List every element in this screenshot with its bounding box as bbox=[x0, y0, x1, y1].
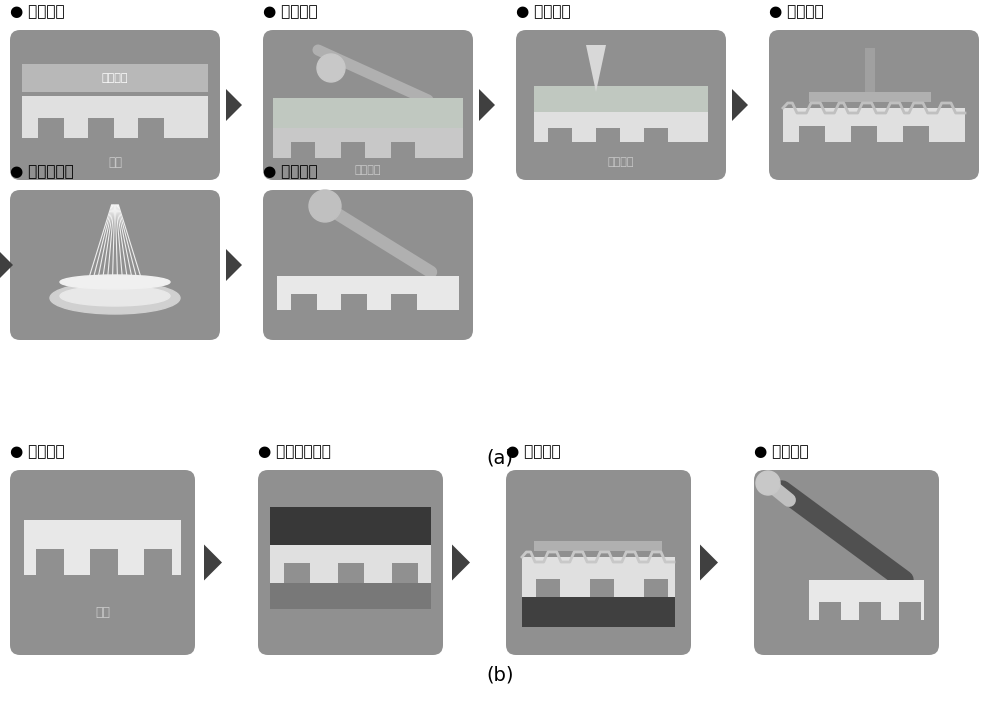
Bar bbox=[22, 64, 208, 92]
Bar bbox=[903, 126, 929, 142]
Text: ● 圆形切割: ● 圆形切割 bbox=[516, 4, 571, 20]
Bar bbox=[284, 563, 310, 583]
FancyBboxPatch shape bbox=[769, 30, 979, 180]
Polygon shape bbox=[226, 89, 242, 121]
Ellipse shape bbox=[523, 77, 545, 119]
Bar bbox=[799, 126, 825, 142]
Bar bbox=[590, 487, 600, 547]
Bar bbox=[819, 602, 841, 620]
Bar bbox=[392, 563, 418, 583]
Bar bbox=[36, 549, 64, 575]
Bar bbox=[783, 108, 965, 142]
Bar bbox=[851, 126, 877, 142]
Bar bbox=[536, 579, 560, 597]
Bar bbox=[899, 602, 921, 620]
Ellipse shape bbox=[697, 77, 719, 119]
Bar bbox=[90, 549, 118, 575]
FancyBboxPatch shape bbox=[516, 30, 726, 180]
Bar bbox=[644, 579, 668, 597]
Polygon shape bbox=[700, 545, 718, 581]
Bar bbox=[277, 276, 459, 310]
Bar bbox=[270, 545, 431, 583]
Bar bbox=[24, 520, 181, 575]
Bar bbox=[548, 128, 572, 142]
Bar bbox=[270, 583, 431, 609]
Bar bbox=[596, 128, 620, 142]
Polygon shape bbox=[204, 545, 222, 581]
Text: (b): (b) bbox=[486, 666, 514, 685]
Text: ● 背面研磨: ● 背面研磨 bbox=[506, 444, 561, 460]
Bar bbox=[291, 294, 317, 310]
Bar bbox=[522, 557, 675, 597]
Text: ● 晶圆输入: ● 晶圆输入 bbox=[10, 4, 65, 20]
Polygon shape bbox=[0, 250, 13, 280]
Bar bbox=[859, 602, 881, 620]
Bar bbox=[644, 128, 668, 142]
Bar bbox=[522, 597, 675, 627]
Text: 胶带切割: 胶带切割 bbox=[608, 157, 634, 167]
Bar bbox=[338, 563, 364, 583]
Bar bbox=[391, 142, 415, 158]
Ellipse shape bbox=[50, 282, 180, 314]
Polygon shape bbox=[452, 545, 470, 581]
Text: 晶圆: 晶圆 bbox=[108, 155, 122, 169]
Bar bbox=[273, 98, 463, 128]
FancyBboxPatch shape bbox=[258, 470, 443, 655]
Bar bbox=[273, 128, 463, 158]
Bar bbox=[138, 118, 164, 138]
Bar bbox=[341, 294, 367, 310]
Text: ● 胶带层压: ● 胶带层压 bbox=[263, 4, 318, 20]
Text: ● 胶带剥离: ● 胶带剥离 bbox=[754, 444, 809, 460]
Bar bbox=[291, 142, 315, 158]
Bar bbox=[534, 86, 708, 112]
Bar bbox=[270, 507, 431, 545]
Polygon shape bbox=[586, 45, 606, 92]
Text: ● 背面研磨: ● 背面研磨 bbox=[769, 4, 824, 20]
Ellipse shape bbox=[60, 275, 170, 289]
FancyBboxPatch shape bbox=[754, 470, 939, 655]
Text: 胶带应用: 胶带应用 bbox=[355, 165, 381, 175]
Text: (a): (a) bbox=[486, 449, 514, 467]
Text: ● 去除胶带: ● 去除胶带 bbox=[263, 165, 318, 179]
Text: ● 紫外线剥离: ● 紫外线剥离 bbox=[10, 165, 74, 179]
Bar bbox=[38, 118, 64, 138]
Circle shape bbox=[309, 190, 341, 222]
Bar bbox=[144, 549, 172, 575]
Bar bbox=[88, 118, 114, 138]
Polygon shape bbox=[732, 89, 748, 121]
FancyBboxPatch shape bbox=[263, 190, 473, 340]
FancyBboxPatch shape bbox=[10, 30, 220, 180]
Bar bbox=[341, 142, 365, 158]
Polygon shape bbox=[479, 89, 495, 121]
Text: 保护胶带: 保护胶带 bbox=[102, 73, 128, 83]
Polygon shape bbox=[226, 249, 242, 281]
FancyBboxPatch shape bbox=[10, 470, 195, 655]
Circle shape bbox=[756, 471, 780, 495]
Text: 晶圆: 晶圆 bbox=[95, 607, 110, 619]
Ellipse shape bbox=[60, 286, 170, 306]
Circle shape bbox=[317, 54, 345, 82]
Bar bbox=[809, 580, 924, 620]
FancyBboxPatch shape bbox=[263, 30, 473, 180]
FancyBboxPatch shape bbox=[506, 470, 691, 655]
Bar bbox=[534, 112, 708, 142]
Bar bbox=[590, 579, 614, 597]
Bar bbox=[391, 294, 417, 310]
Bar bbox=[809, 92, 931, 102]
Text: ● 晶圆输入: ● 晶圆输入 bbox=[10, 444, 65, 460]
Text: ● 涂覆（模具）: ● 涂覆（模具） bbox=[258, 444, 331, 460]
Bar bbox=[534, 541, 662, 551]
Bar bbox=[865, 48, 875, 98]
Bar bbox=[22, 96, 208, 138]
FancyBboxPatch shape bbox=[10, 190, 220, 340]
